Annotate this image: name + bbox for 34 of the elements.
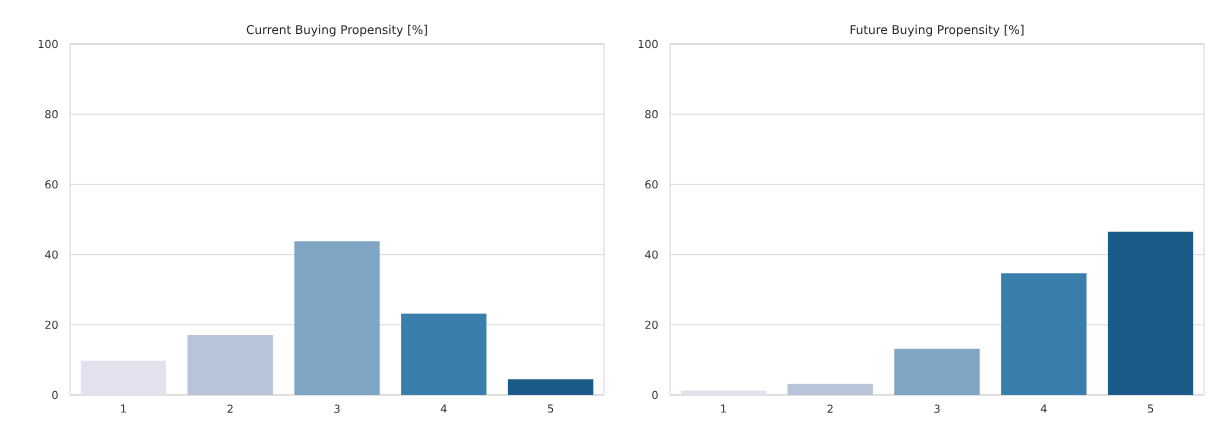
y-tick-label: 60 bbox=[45, 180, 58, 189]
y-tick-label: 0 bbox=[52, 390, 58, 400]
y-tick-label: 80 bbox=[45, 110, 58, 119]
x-tick-label: 1 bbox=[721, 404, 726, 413]
y-tick-label: 20 bbox=[45, 320, 58, 329]
bar bbox=[80, 360, 167, 395]
y-tick-label: 40 bbox=[45, 250, 58, 259]
x-tick-label: 4 bbox=[440, 404, 447, 413]
y-tick-label: 100 bbox=[638, 39, 658, 49]
x-tick-label: 3 bbox=[934, 404, 940, 413]
y-tick-label: 100 bbox=[38, 39, 58, 49]
y-tick-label: 60 bbox=[645, 180, 658, 189]
y-tick-label: 20 bbox=[645, 320, 658, 329]
x-tick-label: 2 bbox=[227, 404, 233, 413]
bar bbox=[187, 334, 273, 395]
bar bbox=[1107, 231, 1194, 395]
x-tick-label: 1 bbox=[121, 404, 126, 413]
y-tick-label: 0 bbox=[652, 390, 658, 400]
chart-title: Current Buying Propensity [%] bbox=[246, 24, 427, 37]
y-tick-label: 40 bbox=[645, 250, 658, 259]
chart-title: Future Buying Propensity [%] bbox=[850, 24, 1024, 37]
bar bbox=[894, 348, 980, 395]
bar bbox=[787, 383, 873, 395]
x-tick-label: 5 bbox=[1147, 404, 1154, 413]
bar bbox=[507, 379, 594, 395]
x-tick-label: 3 bbox=[334, 404, 340, 413]
bar bbox=[401, 313, 487, 395]
bar bbox=[680, 390, 767, 395]
x-tick-label: 5 bbox=[547, 404, 554, 413]
bar bbox=[1001, 273, 1087, 395]
bar bbox=[294, 241, 380, 395]
x-tick-label: 4 bbox=[1040, 404, 1047, 413]
y-tick-label: 80 bbox=[645, 110, 658, 119]
x-tick-label: 2 bbox=[827, 404, 833, 413]
